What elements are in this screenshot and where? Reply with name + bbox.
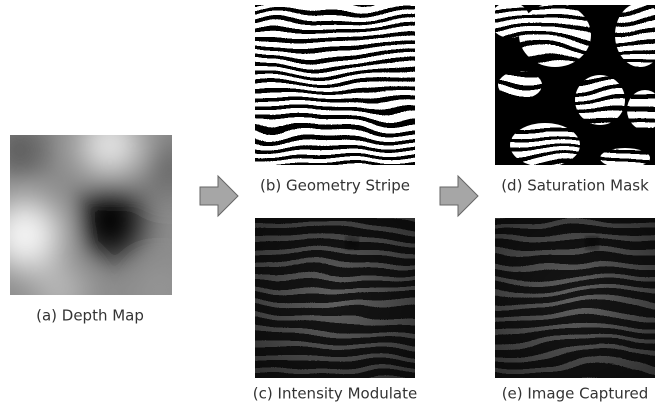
arrow: [440, 176, 478, 216]
depth-map-image: [0, 115, 195, 315]
figure: (a) Depth Map (b) Geometry Stripe (c) In…: [0, 0, 657, 408]
caption: (d) Saturation Mask: [501, 177, 649, 195]
caption: (a) Depth Map: [36, 307, 144, 325]
arrow: [200, 176, 238, 216]
image-captured-image: [480, 203, 657, 393]
caption: (b) Geometry Stripe: [260, 177, 410, 195]
geometry-stripe-image: [240, 0, 430, 180]
intensity-modulate-image: [240, 203, 430, 393]
caption: (e) Image Captured: [502, 385, 649, 403]
caption: (c) Intensity Modulate: [253, 385, 417, 403]
saturation-mask-image: [480, 0, 657, 180]
